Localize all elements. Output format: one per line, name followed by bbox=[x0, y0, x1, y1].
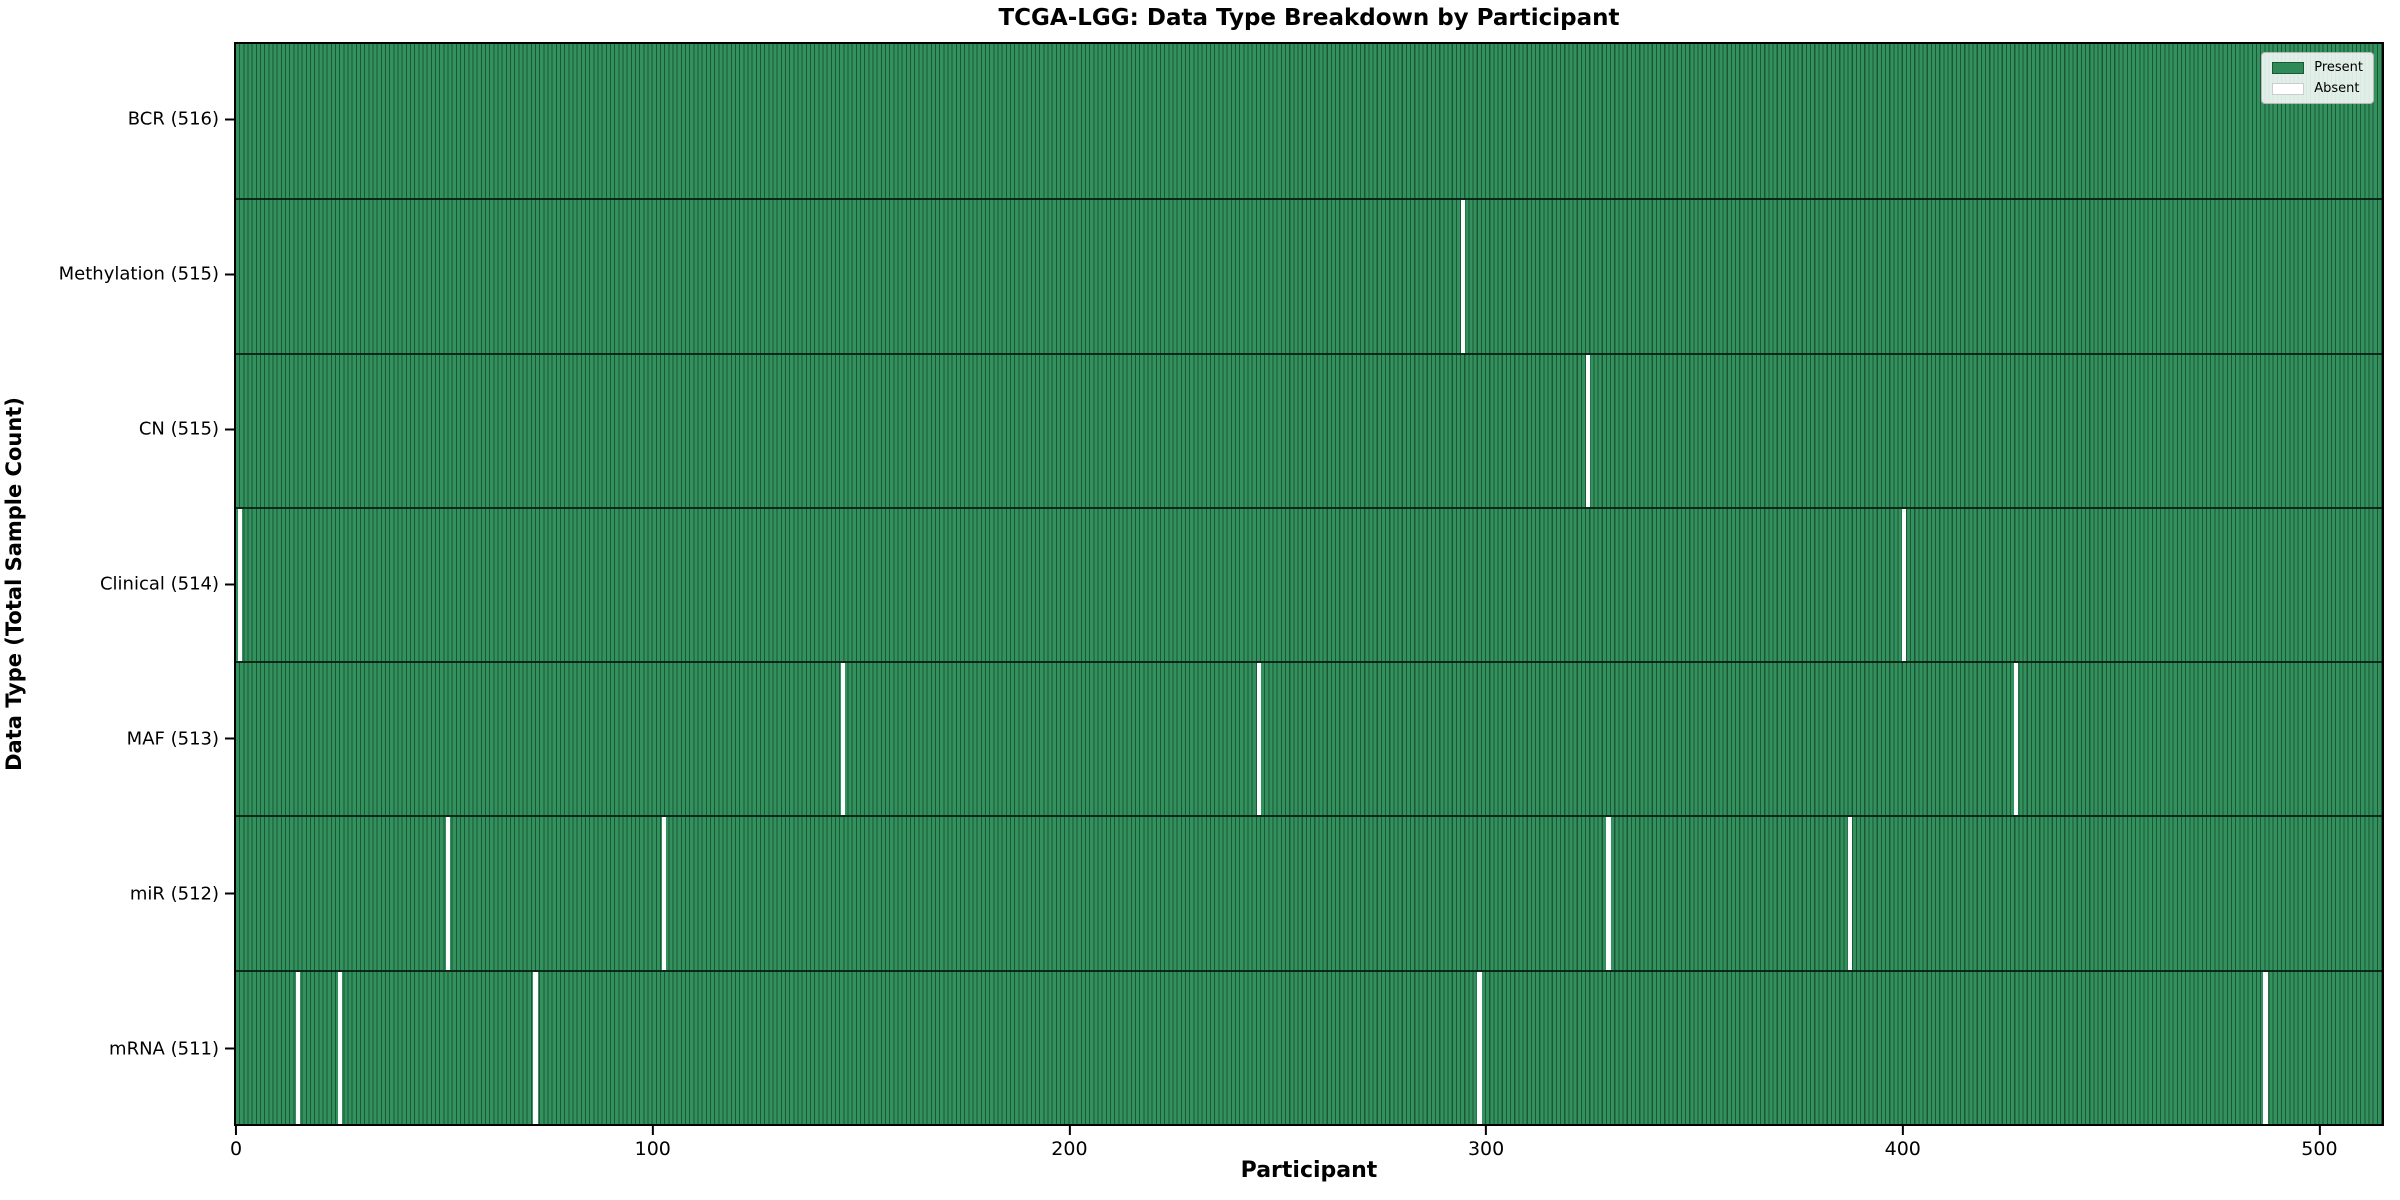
absent-gap bbox=[296, 971, 301, 1124]
x-tick-100: 100 bbox=[635, 1126, 671, 1160]
x-tick-200: 200 bbox=[1051, 1126, 1088, 1160]
x-tick-label: 200 bbox=[1051, 1138, 1088, 1160]
x-tick-400: 400 bbox=[1885, 1126, 1921, 1160]
x-tick-500: 500 bbox=[2301, 1126, 2338, 1160]
y-tick-label: CN (515) bbox=[138, 418, 219, 440]
y-tick-Clinical: Clinical (514) bbox=[100, 574, 234, 595]
legend-item-absent: Absent bbox=[2272, 81, 2363, 96]
row-MAF bbox=[236, 661, 2382, 816]
absent-gap bbox=[238, 508, 243, 662]
x-tick-mark bbox=[1485, 1126, 1488, 1135]
absent-gap bbox=[446, 817, 451, 970]
y-tick-label: Methylation (515) bbox=[58, 263, 219, 285]
x-tick-label: 0 bbox=[230, 1138, 243, 1160]
y-tick-miR: miR (512) bbox=[130, 883, 234, 904]
y-tick-mRNA: mRNA (511) bbox=[109, 1038, 234, 1059]
row-Methylation bbox=[236, 198, 2382, 353]
y-tick-mark bbox=[225, 273, 234, 276]
row-CN bbox=[236, 352, 2382, 507]
legend: Present Absent bbox=[2261, 52, 2374, 104]
legend-label: Absent bbox=[2314, 81, 2360, 96]
x-tick-label: 500 bbox=[2301, 1138, 2338, 1160]
y-tick-label: BCR (516) bbox=[127, 108, 219, 130]
legend-item-present: Present bbox=[2272, 60, 2363, 75]
row-mRNA bbox=[236, 969, 2382, 1124]
y-tick-mark bbox=[225, 428, 234, 431]
y-tick-mark bbox=[225, 892, 234, 895]
y-tick-label: MAF (513) bbox=[126, 728, 219, 750]
absent-gap bbox=[2263, 971, 2268, 1124]
x-tick-mark bbox=[2318, 1126, 2321, 1135]
absent-gap bbox=[1585, 354, 1590, 507]
y-tick-mark bbox=[225, 118, 234, 121]
absent-gap bbox=[1606, 817, 1611, 970]
x-tick-mark bbox=[1068, 1126, 1071, 1135]
absent-gap bbox=[1477, 971, 1482, 1124]
x-tick-mark bbox=[651, 1126, 654, 1135]
absent-gap bbox=[1257, 663, 1262, 816]
absent-gap bbox=[2013, 663, 2019, 816]
x-tick-mark bbox=[235, 1126, 238, 1135]
x-tick-label: 300 bbox=[1467, 1138, 1505, 1160]
x-axis-tick-labels: 0 100 200 300 400 500 bbox=[230, 1126, 2384, 1166]
present-swatch-icon bbox=[2272, 61, 2305, 74]
y-tick-label: mRNA (511) bbox=[109, 1038, 219, 1060]
x-tick-300: 300 bbox=[1468, 1126, 1504, 1160]
y-tick-BCR: BCR (516) bbox=[128, 109, 234, 130]
legend-label: Present bbox=[2314, 60, 2363, 75]
y-tick-label: miR (512) bbox=[129, 883, 219, 905]
x-tick-mark bbox=[1901, 1126, 1904, 1135]
y-axis-tick-labels: BCR (516) Methylation (515) CN (515) Clinic… bbox=[0, 42, 234, 1126]
row-miR bbox=[236, 815, 2382, 970]
y-tick-mark bbox=[225, 1047, 234, 1050]
plot-area: Present Absent bbox=[234, 42, 2384, 1126]
row-Clinical bbox=[236, 506, 2382, 662]
x-axis-label: Participant bbox=[1240, 1158, 1378, 1183]
y-tick-mark bbox=[225, 737, 234, 740]
x-tick-label: 100 bbox=[634, 1138, 671, 1160]
y-tick-mark bbox=[225, 583, 234, 585]
row-BCR bbox=[236, 44, 2382, 199]
x-tick-label: 400 bbox=[1884, 1138, 1921, 1160]
absent-gap bbox=[841, 663, 846, 816]
chart-title: TCGA-LGG: Data Type Breakdown by Partici… bbox=[998, 5, 1620, 31]
y-tick-label: Clinical (514) bbox=[99, 573, 219, 595]
absent-gap bbox=[662, 817, 667, 970]
y-tick-CN: CN (515) bbox=[139, 419, 234, 440]
y-tick-MAF: MAF (513) bbox=[127, 728, 234, 749]
absent-gap bbox=[1901, 508, 1906, 662]
y-tick-Methylation: Methylation (515) bbox=[59, 264, 234, 285]
x-tick-0: 0 bbox=[230, 1126, 242, 1160]
absent-gap bbox=[1460, 200, 1465, 353]
absent-swatch-icon bbox=[2272, 82, 2305, 95]
absent-gap bbox=[337, 971, 343, 1124]
absent-gap bbox=[1847, 817, 1852, 970]
absent-gap bbox=[533, 971, 538, 1124]
